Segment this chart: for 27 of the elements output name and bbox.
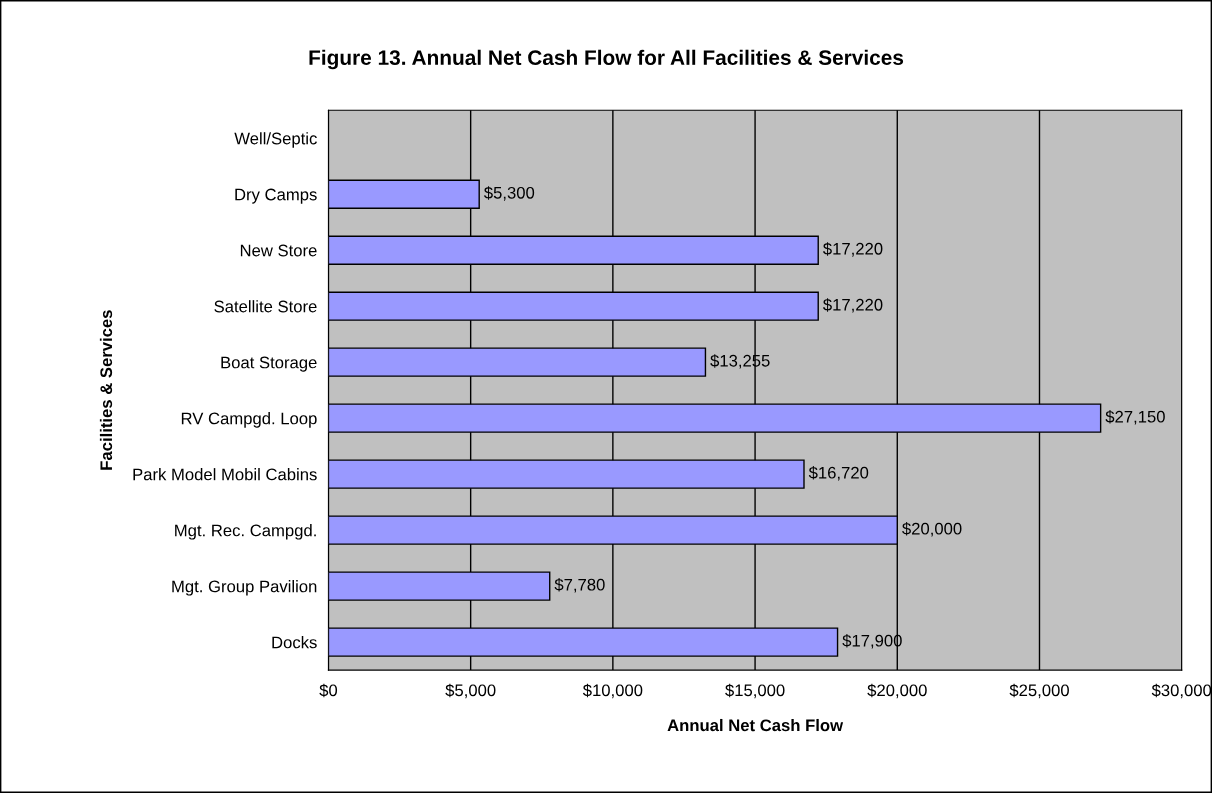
y-tick-label: Mgt. Rec. Campgd. (175, 524, 316, 540)
x-tick-label: $25,000 (1009, 683, 1069, 699)
data-label: $27,150 (1105, 410, 1165, 425)
data-label: $5,300 (484, 186, 535, 201)
y-tick-label: Park Model Mobil Cabins (133, 468, 317, 481)
x-tick-label: $15,000 (725, 683, 785, 699)
x-tick-label: $20,000 (867, 683, 927, 699)
data-label: $7,780 (554, 578, 605, 593)
data-label: $16,720 (808, 466, 869, 481)
x-tick-label: $0 (319, 683, 338, 698)
chart-title: Figure 13. Annual Net Cash Flow for All Facilities & Services (309, 49, 904, 70)
y-tick-label: Boat Storage (221, 356, 317, 372)
data-label: $20,000 (902, 522, 962, 537)
y-tick-label: RV Campgd. Loop (181, 412, 317, 428)
y-axis-title: Facilities & Services (99, 310, 113, 470)
y-tick-label: Docks (272, 636, 317, 649)
y-tick-label: New Store (240, 244, 317, 257)
x-axis-title: Annual Net Cash Flow (667, 718, 844, 732)
y-tick-label: Mgt. Group Pavilion (172, 580, 317, 596)
x-tick-label: $10,000 (582, 683, 643, 699)
data-label: $17,220 (823, 298, 883, 313)
y-tick-label: Dry Camps (235, 188, 317, 204)
x-tick-label: $5,000 (445, 683, 496, 699)
data-label: $17,220 (823, 242, 883, 257)
y-tick-label: Satellite Store (214, 300, 317, 313)
y-tick-label: Well/Septic (234, 132, 317, 148)
x-tick-label: $30,000 (1151, 683, 1212, 699)
